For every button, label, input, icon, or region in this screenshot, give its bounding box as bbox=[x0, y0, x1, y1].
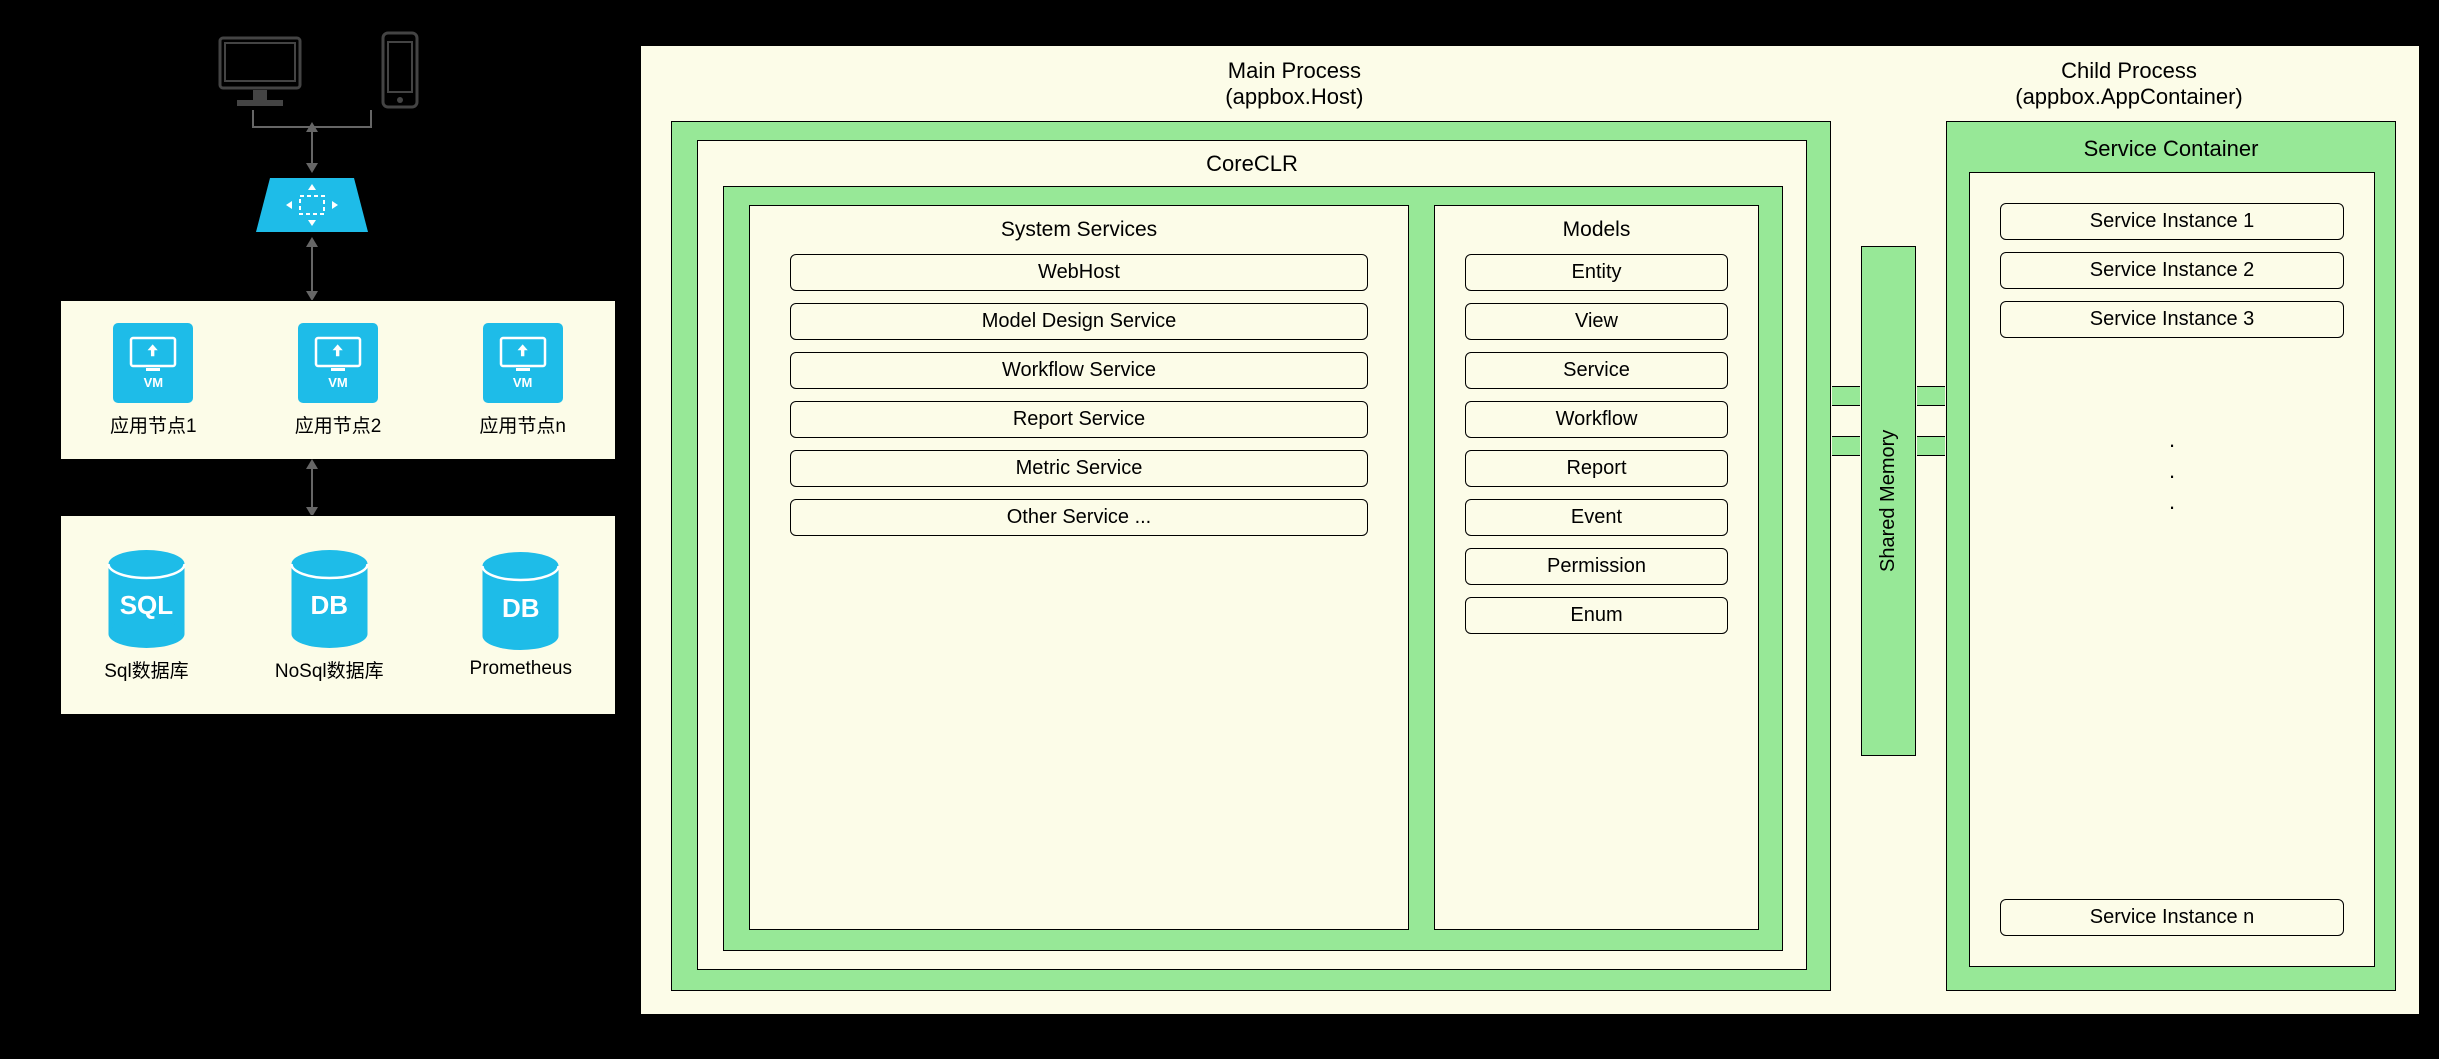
vm-icon: VM bbox=[483, 323, 563, 403]
coreclr-box: CoreCLR System Services WebHost Model De… bbox=[697, 140, 1807, 970]
service-item: Workflow Service bbox=[790, 352, 1368, 389]
service-container-box: Service Instance 1 Service Instance 2 Se… bbox=[1969, 172, 2375, 967]
db-icon: DB bbox=[478, 550, 563, 650]
process-diagram: Main Process (appbox.Host) Child Process… bbox=[640, 45, 2420, 1015]
load-balancer-label: 负载均衡 bbox=[390, 190, 470, 219]
db-label: Prometheus bbox=[470, 658, 572, 680]
arrow-vertical bbox=[311, 467, 313, 509]
phone-icon bbox=[350, 30, 450, 110]
service-item: Other Service ... bbox=[790, 499, 1368, 536]
bridge bbox=[1917, 436, 1945, 456]
db-icon-text: SQL bbox=[120, 590, 173, 621]
model-item: Service bbox=[1465, 352, 1728, 389]
node-label: 应用节点n bbox=[479, 411, 566, 438]
app-node: VM 应用节点1 bbox=[110, 323, 197, 438]
bridge bbox=[1917, 386, 1945, 406]
arrow-vertical bbox=[311, 245, 313, 293]
db-node: SQL Sql数据库 bbox=[104, 548, 189, 683]
system-services-title: System Services bbox=[750, 206, 1408, 254]
vm-icon: VM bbox=[113, 323, 193, 403]
db-label: Sql数据库 bbox=[104, 656, 188, 683]
child-process-title: Child Process bbox=[2061, 58, 2197, 83]
model-item: Workflow bbox=[1465, 401, 1728, 438]
service-instance: Service Instance 1 bbox=[2000, 203, 2344, 240]
node-label: 应用节点2 bbox=[295, 411, 382, 438]
node-label: 应用节点1 bbox=[110, 411, 197, 438]
db-icon-text: DB bbox=[502, 593, 540, 624]
shared-memory-label: Shared Memory bbox=[1877, 430, 1900, 572]
model-item: Report bbox=[1465, 450, 1728, 487]
vm-icon: VM bbox=[298, 323, 378, 403]
db-icon: DB bbox=[287, 548, 372, 648]
bridge bbox=[1832, 386, 1860, 406]
coreclr-label: CoreCLR bbox=[698, 141, 1806, 177]
ellipsis-dots: ··· bbox=[1970, 430, 2374, 522]
app-nodes-panel: VM 应用节点1 VM 应用节点2 VM 应用节点n bbox=[60, 300, 616, 460]
service-item: Metric Service bbox=[790, 450, 1368, 487]
model-item: Event bbox=[1465, 499, 1728, 536]
main-process-title: Main Process bbox=[1228, 58, 1361, 83]
app-node: VM 应用节点n bbox=[479, 323, 566, 438]
service-item: WebHost bbox=[790, 254, 1368, 291]
app-node: VM 应用节点2 bbox=[295, 323, 382, 438]
service-item: Model Design Service bbox=[790, 303, 1368, 340]
desktop-icon bbox=[210, 30, 310, 110]
model-item: Entity bbox=[1465, 254, 1728, 291]
models-title: Models bbox=[1435, 206, 1758, 254]
db-icon: SQL bbox=[104, 548, 189, 648]
vm-label: VM bbox=[328, 375, 348, 390]
main-process-box: CoreCLR System Services WebHost Model De… bbox=[671, 121, 1831, 991]
service-instance: Service Instance n bbox=[2000, 899, 2344, 936]
bridge bbox=[1832, 436, 1860, 456]
model-item: View bbox=[1465, 303, 1728, 340]
models-box: Models Entity View Service Workflow Repo… bbox=[1434, 205, 1759, 930]
deployment-diagram: 负载均衡 VM 应用节点1 VM 应用节点2 VM bbox=[30, 30, 630, 1030]
model-item: Enum bbox=[1465, 597, 1728, 634]
service-instance: Service Instance 2 bbox=[2000, 252, 2344, 289]
shared-memory-box: Shared Memory bbox=[1861, 246, 1916, 756]
db-label: NoSql数据库 bbox=[275, 656, 384, 683]
db-panel: SQL Sql数据库 DB NoSql数据库 bbox=[60, 515, 616, 715]
vm-label: VM bbox=[513, 375, 533, 390]
model-item: Permission bbox=[1465, 548, 1728, 585]
db-icon-text: DB bbox=[310, 590, 348, 621]
system-services-box: System Services WebHost Model Design Ser… bbox=[749, 205, 1409, 930]
service-instance: Service Instance 3 bbox=[2000, 301, 2344, 338]
main-process-subtitle: (appbox.Host) bbox=[1225, 84, 1363, 109]
service-item: Report Service bbox=[790, 401, 1368, 438]
service-container-title: Service Container bbox=[1947, 122, 2395, 162]
db-node: DB NoSql数据库 bbox=[275, 548, 384, 683]
child-process-subtitle: (appbox.AppContainer) bbox=[2015, 84, 2242, 109]
load-balancer-icon bbox=[252, 170, 372, 245]
child-process-box: Service Container Service Instance 1 Ser… bbox=[1946, 121, 2396, 991]
vm-label: VM bbox=[144, 375, 164, 390]
arrow-vertical bbox=[311, 130, 313, 165]
db-node: DB Prometheus bbox=[470, 550, 572, 680]
coreclr-inner: System Services WebHost Model Design Ser… bbox=[723, 186, 1783, 951]
